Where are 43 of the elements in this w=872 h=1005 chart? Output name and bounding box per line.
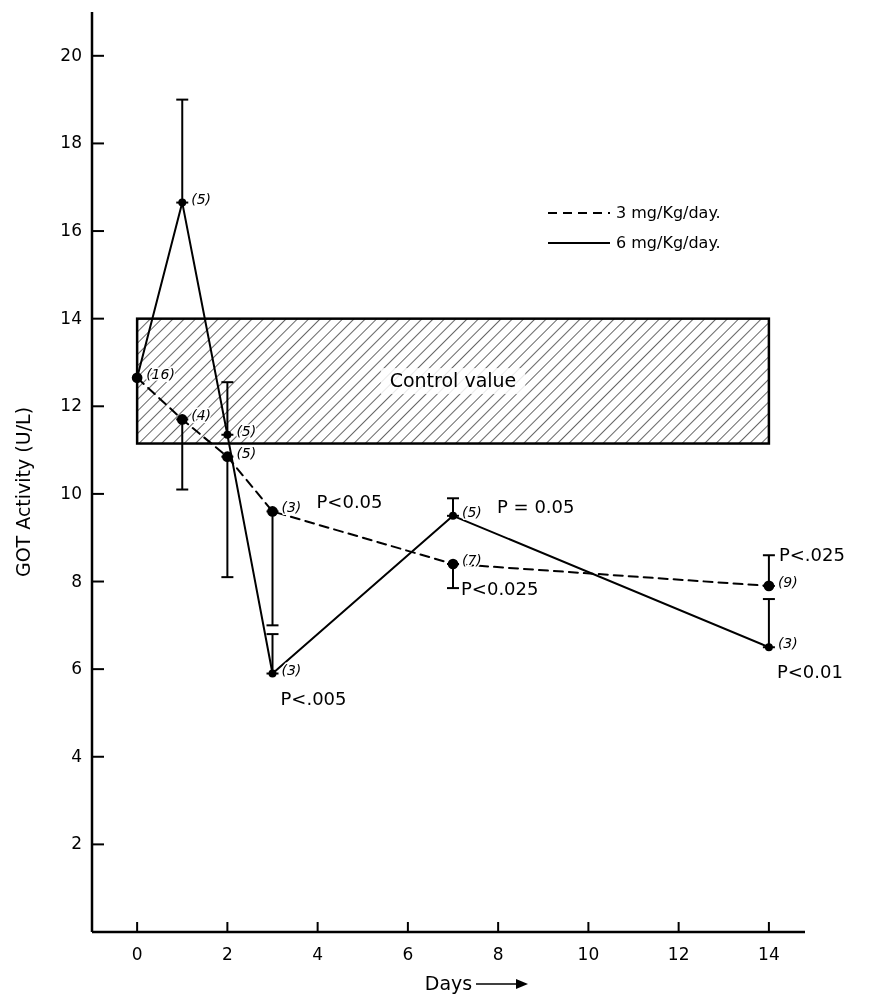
x-tick-label: 10 (577, 944, 600, 964)
y-tick-label: 4 (71, 745, 82, 766)
annotation: (3) (281, 499, 302, 516)
band-label: Control value (389, 368, 517, 391)
y-tick-label: 20 (60, 44, 82, 65)
y-tick-label: 6 (71, 658, 82, 679)
point (447, 558, 459, 570)
x-axis-title: Days (424, 972, 473, 994)
annotation: (5) (462, 503, 482, 520)
annotation: P<0.01 (776, 661, 843, 683)
annotation: P<.025 (778, 543, 845, 565)
annotation: (7) (462, 552, 482, 568)
annotation: (5) (236, 444, 257, 461)
x-tick-label: 12 (667, 944, 690, 964)
y-tick-label: 2 (71, 833, 82, 854)
y-tick-label: 10 (60, 482, 82, 503)
y-tick-label: 8 (71, 570, 82, 591)
point (176, 414, 188, 425)
annotation: P<0.025 (461, 578, 539, 599)
x-tick-label: 2 (221, 944, 233, 964)
legend-label: 6 mg/Kg/day. (616, 232, 721, 252)
point (267, 506, 278, 517)
annotation: (16) (146, 365, 175, 382)
y-tick-label: 18 (60, 132, 82, 153)
x-tick-label: 6 (402, 944, 414, 964)
annotation: P<.005 (280, 687, 347, 709)
annotation: (3) (281, 661, 302, 678)
point (763, 580, 775, 592)
x-tick-label: 14 (758, 944, 780, 964)
annotation: (9) (777, 573, 798, 590)
annotation: (4) (191, 407, 212, 424)
annotation: (3) (777, 635, 798, 652)
y-tick-label: 14 (60, 307, 82, 328)
y-axis-title: GOT Activity (U/L) (12, 406, 34, 578)
x-tick-label: 4 (312, 944, 324, 964)
y-tick-label: 12 (60, 395, 82, 416)
x-tick-label: 8 (492, 944, 504, 964)
annotation: P<0.05 (316, 491, 383, 513)
x-tick-label: 0 (131, 944, 143, 964)
y-tick-label: 16 (60, 220, 82, 241)
annotation: (5) (191, 190, 212, 207)
annotation: P = 0.05 (497, 495, 575, 517)
legend-label: 3 mg/Kg/day. (616, 202, 721, 222)
